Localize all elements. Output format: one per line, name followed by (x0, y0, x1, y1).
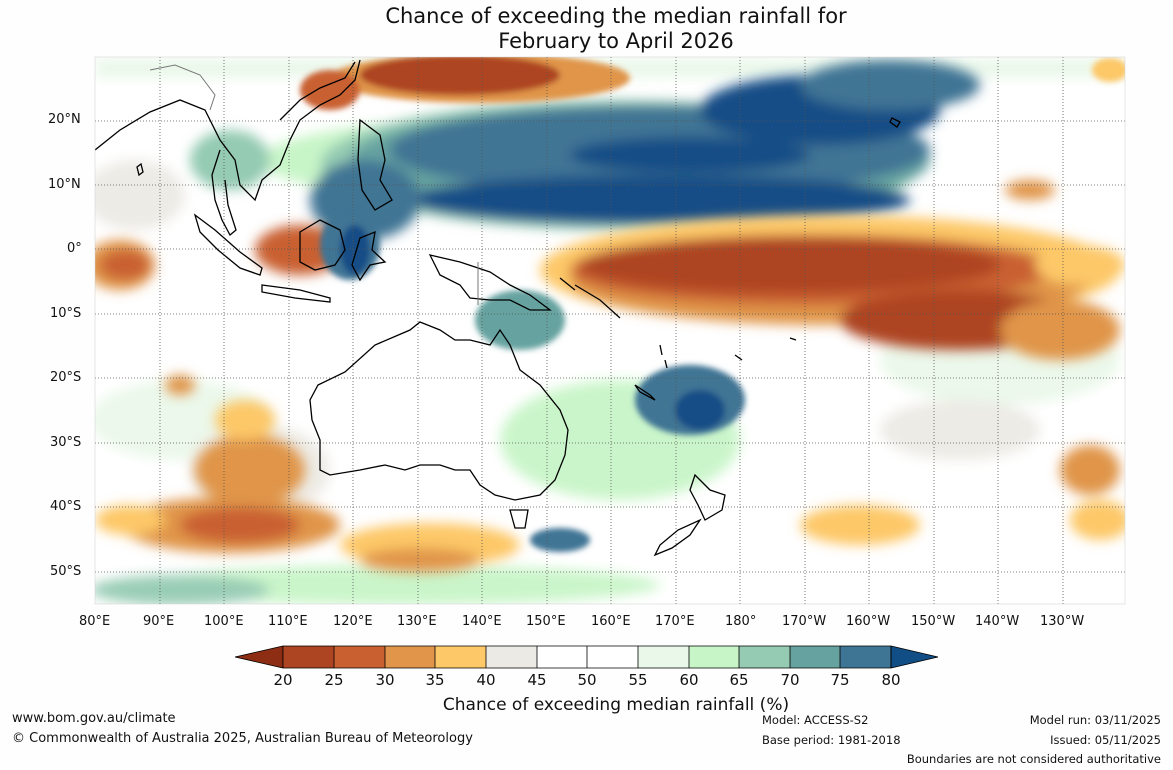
title-line-2: February to April 2026 (498, 29, 734, 53)
lon-label: 170°E (655, 614, 695, 629)
japan-coast (279, 61, 356, 121)
base-period: Base period: 1981-2018 (762, 733, 901, 747)
colorbar-low-arrow (234, 645, 284, 669)
asia-coast (95, 59, 361, 202)
malay-peninsula-coast (211, 149, 237, 237)
colorbar-tick: 35 (425, 671, 445, 689)
tasmania-coast (509, 509, 529, 529)
colorbar-bin (638, 646, 689, 668)
map-title: Chance of exceeding the median rainfall … (0, 4, 1173, 54)
colorbar-tick: 45 (527, 671, 547, 689)
lat-label: 10°S (50, 306, 82, 321)
colorbar-bin (283, 646, 334, 668)
colorbar-bin (486, 646, 537, 668)
java-coast (261, 284, 331, 303)
lat-label: 30°S (50, 435, 82, 450)
colorbar-bin (385, 646, 435, 668)
colorbar-tick: 40 (476, 671, 496, 689)
lon-label: 100°E (204, 614, 244, 629)
disclaimer: Boundaries are not considered authoritat… (906, 752, 1161, 766)
colorbar-bin (739, 646, 790, 668)
new-guinea-coast (428, 254, 552, 311)
colorbar-bin (537, 646, 587, 668)
lat-label: 10°N (48, 177, 81, 192)
lon-label: 150°W (911, 614, 956, 629)
vanuatu (659, 344, 668, 369)
lon-label: 160°W (846, 614, 891, 629)
solomon-islands (559, 277, 621, 319)
lat-label: 0° (67, 241, 82, 256)
issued-date: Issued: 05/11/2025 (1050, 733, 1161, 747)
probability-field (95, 57, 1125, 604)
colorbar-bin (435, 646, 486, 668)
title-line-1: Chance of exceeding the median rainfall … (385, 4, 847, 28)
hawaii (889, 117, 901, 128)
australia-coast (309, 321, 569, 501)
colorbar-title: Chance of exceeding median rainfall (%) (442, 695, 790, 715)
colorbar-high-arrow (890, 645, 939, 669)
model-run: Model run: 03/11/2025 (1029, 713, 1161, 727)
colorbar-tick: 60 (679, 671, 699, 689)
nz-south-coast (653, 518, 702, 557)
graticule (95, 57, 1125, 604)
coastlines (95, 59, 901, 557)
new-caledonia (634, 384, 656, 401)
colorbar-tick: 75 (830, 671, 850, 689)
colorbar-tick: 80 (881, 671, 901, 689)
philippines-coast (357, 118, 393, 211)
lon-label: 150°E (526, 614, 566, 629)
lat-label: 20°S (50, 370, 82, 385)
colorbar-tick: 20 (273, 671, 293, 689)
lon-label: 160°E (591, 614, 631, 629)
lat-label: 20°N (48, 112, 81, 127)
lon-label: 80°E (79, 614, 111, 629)
colorbar-bin (840, 646, 891, 668)
copyright: © Commonwealth of Australia 2025, Austra… (12, 731, 473, 746)
colorbar-tick: 55 (628, 671, 648, 689)
sulawesi-coast (351, 230, 387, 282)
colorbar (234, 645, 939, 669)
sumatra-coast (193, 213, 263, 276)
lon-label: 110°E (268, 614, 308, 629)
fiji (734, 337, 797, 361)
borneo-coast (299, 219, 346, 271)
colorbar-bin (334, 646, 385, 668)
lon-label: 140°W (975, 614, 1020, 629)
colorbar-bin (587, 646, 638, 668)
colorbar-bin (689, 646, 739, 668)
lat-label: 40°S (50, 499, 82, 514)
colorbar-tick: 65 (729, 671, 749, 689)
lon-label: 170°W (782, 614, 827, 629)
colorbar-tick: 70 (780, 671, 800, 689)
colorbar-tick: 30 (375, 671, 395, 689)
colorbar-bin (790, 646, 840, 668)
colorbar-tick: 25 (324, 671, 344, 689)
lon-label: 180° (725, 614, 757, 629)
sri-lanka (136, 162, 144, 177)
lon-label: 130°W (1040, 614, 1085, 629)
country-borders (149, 64, 479, 305)
colorbar-tick: 50 (577, 671, 597, 689)
lon-label: 140°E (462, 614, 502, 629)
lon-label: 90°E (143, 614, 175, 629)
lat-label: 50°S (50, 564, 82, 579)
website-link[interactable]: www.bom.gov.au/climate (12, 711, 176, 726)
lon-label: 130°E (397, 614, 437, 629)
lon-label: 120°E (333, 614, 373, 629)
model-label: Model: ACCESS-S2 (762, 713, 869, 727)
nz-north-coast (689, 473, 726, 521)
